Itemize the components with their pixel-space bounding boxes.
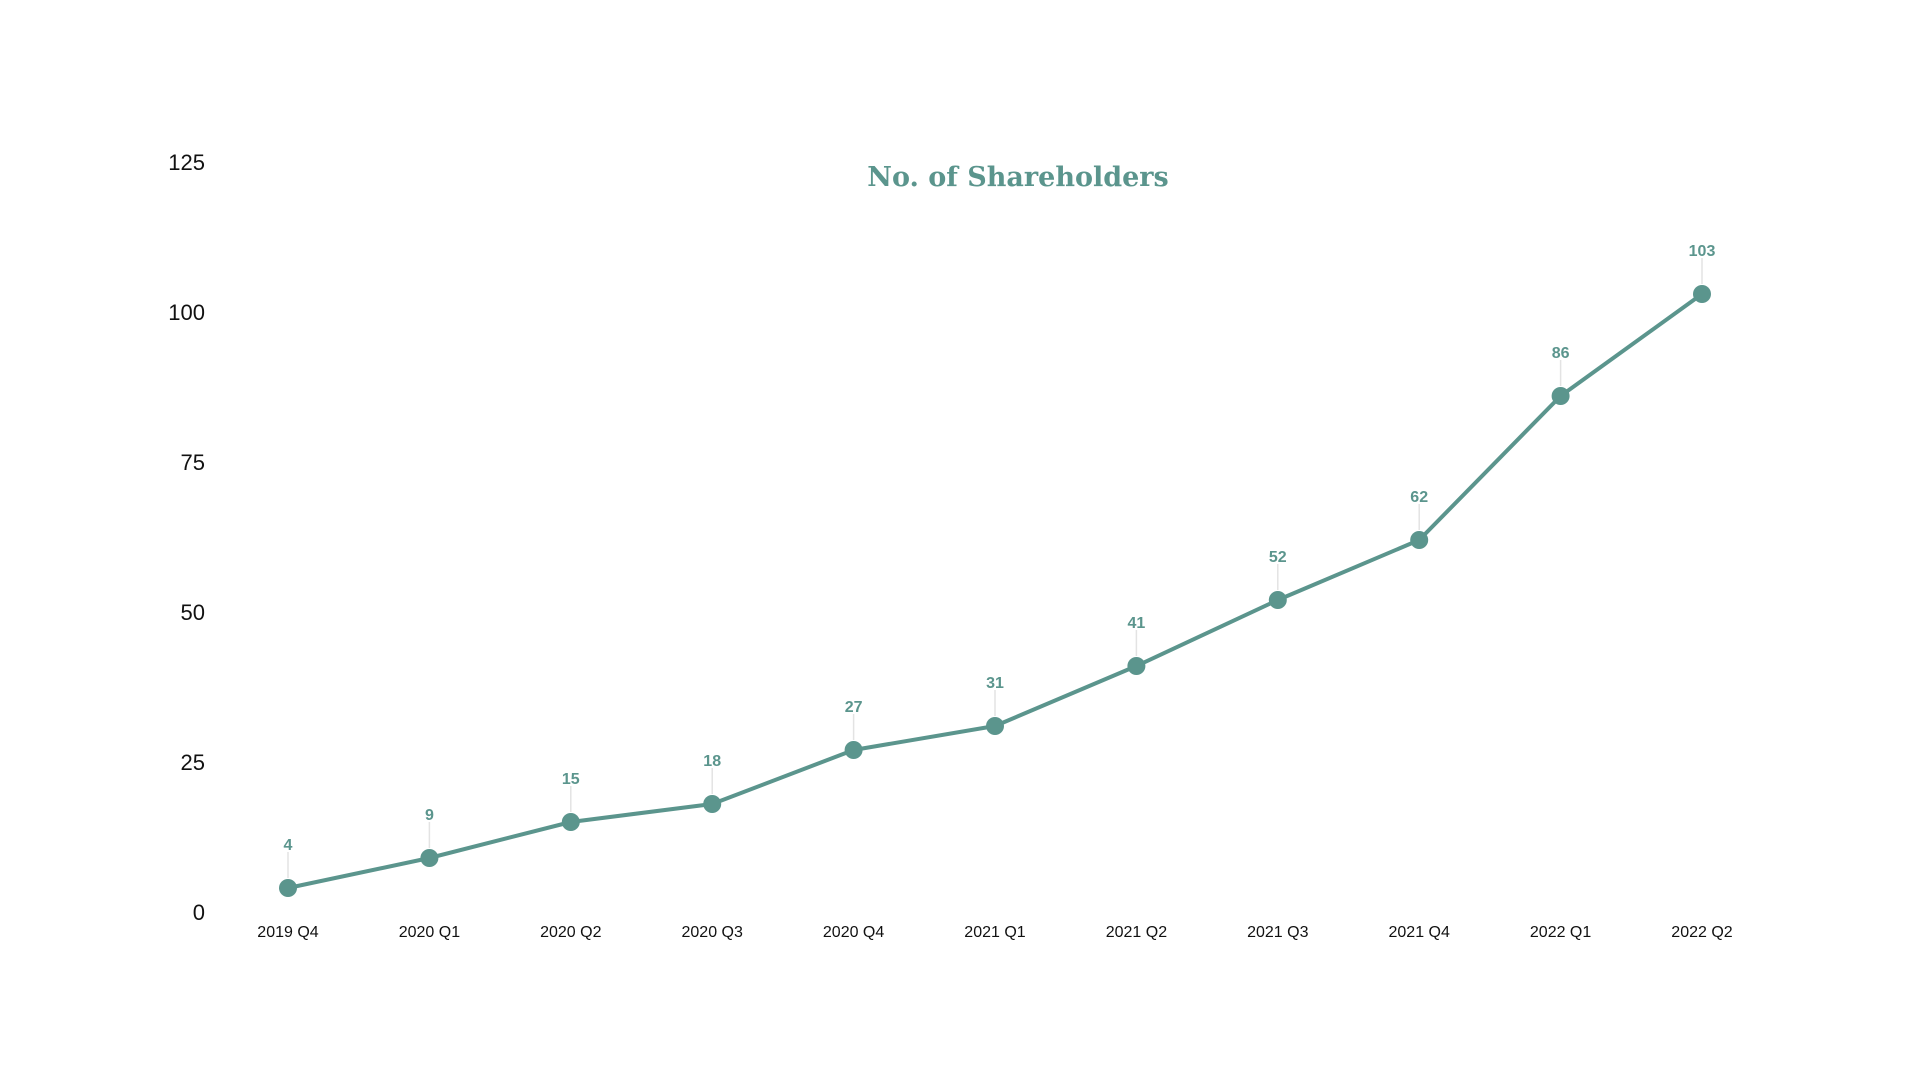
data-label: 41	[1128, 615, 1146, 632]
data-point	[279, 879, 297, 897]
x-tick-label: 2021 Q1	[964, 924, 1025, 941]
y-axis: 0 25 50 75 100 125	[168, 150, 205, 925]
x-tick-label: 2021 Q4	[1389, 924, 1450, 941]
data-point	[420, 849, 439, 867]
y-tick-label: 0	[193, 900, 205, 925]
x-tick-label: 2020 Q2	[540, 924, 601, 941]
y-tick-label: 125	[168, 150, 205, 175]
data-point	[1268, 591, 1287, 609]
data-point	[986, 717, 1004, 735]
data-label: 15	[562, 771, 580, 788]
data-label: 9	[425, 807, 434, 824]
y-tick-label: 75	[181, 450, 205, 475]
data-point	[1410, 531, 1429, 549]
data-label: 4	[284, 837, 293, 854]
data-label: 86	[1552, 345, 1570, 362]
chart-title: No. of Shareholders	[867, 162, 1168, 193]
y-tick-label: 25	[181, 750, 205, 775]
data-label: 62	[1410, 489, 1428, 506]
data-point	[1127, 657, 1146, 675]
x-tick-label: 2019 Q4	[257, 924, 318, 941]
x-tick-label: 2022 Q1	[1530, 924, 1591, 941]
data-point	[561, 813, 580, 831]
y-tick-label: 100	[168, 300, 205, 325]
x-tick-label: 2020 Q1	[399, 924, 460, 941]
x-tick-label: 2022 Q2	[1671, 924, 1732, 941]
data-points	[279, 285, 1711, 897]
x-tick-label: 2021 Q2	[1106, 924, 1167, 941]
y-tick-label: 50	[181, 600, 205, 625]
data-label: 52	[1269, 549, 1287, 566]
data-label: 103	[1689, 243, 1716, 260]
data-label: 31	[986, 675, 1004, 692]
data-labels: 4 9 15 18 27 31 41 52 62 86 103	[284, 243, 1716, 854]
data-label-leaders	[287, 258, 1703, 878]
x-tick-label: 2021 Q3	[1247, 924, 1308, 941]
x-tick-label: 2020 Q3	[682, 924, 743, 941]
data-label: 18	[703, 753, 721, 770]
series-line	[286, 292, 1704, 890]
data-point	[844, 741, 863, 759]
x-tick-label: 2020 Q4	[823, 924, 884, 941]
x-axis: 2019 Q4 2020 Q1 2020 Q2 2020 Q3 2020 Q4 2021 …	[257, 924, 1732, 941]
data-label: 27	[845, 699, 863, 716]
data-point	[1551, 387, 1570, 405]
data-point	[1693, 285, 1711, 303]
data-point	[703, 795, 722, 813]
